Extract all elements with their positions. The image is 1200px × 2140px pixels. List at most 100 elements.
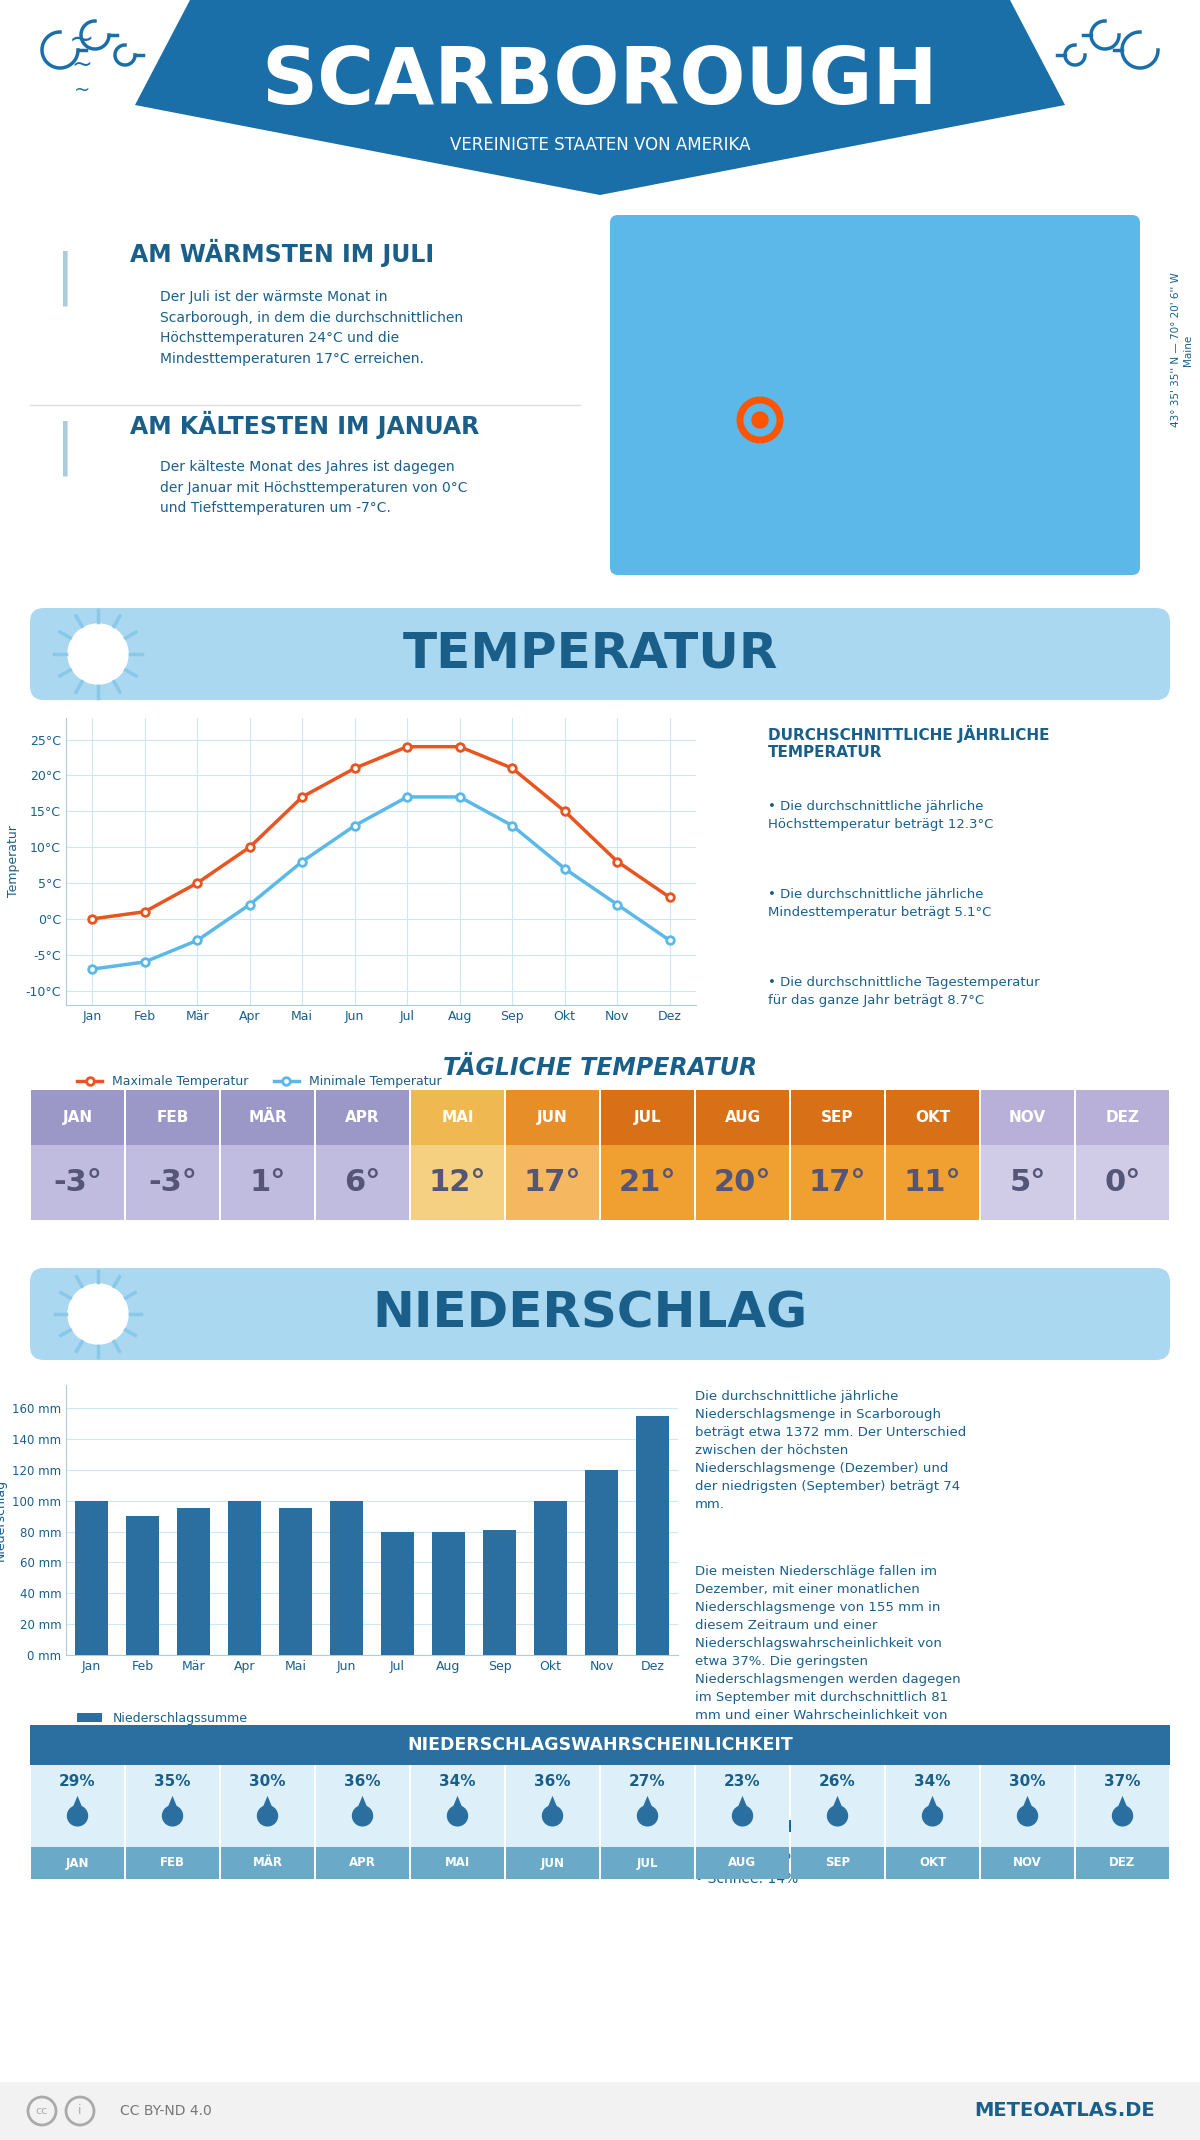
- Circle shape: [68, 625, 128, 685]
- Text: Der kälteste Monat des Jahres ist dagegen
der Januar mit Höchsttemperaturen von : Der kälteste Monat des Jahres ist dagege…: [160, 460, 468, 516]
- Text: OKT: OKT: [919, 1858, 946, 1870]
- Text: APR: APR: [349, 1858, 376, 1870]
- Bar: [506, 1089, 599, 1145]
- Bar: [221, 1145, 314, 1220]
- Circle shape: [68, 1284, 128, 1344]
- Bar: [228, 1500, 262, 1654]
- Text: OKT: OKT: [914, 1111, 950, 1126]
- Text: DEZ: DEZ: [1105, 1111, 1140, 1126]
- Text: 34%: 34%: [914, 1774, 950, 1789]
- Bar: [506, 1847, 599, 1879]
- Text: NIEDERSCHLAG NACH TYP: NIEDERSCHLAG NACH TYP: [695, 1819, 919, 1834]
- Circle shape: [67, 1806, 88, 1825]
- Text: -3°: -3°: [53, 1168, 102, 1196]
- Bar: [696, 1145, 790, 1220]
- Circle shape: [353, 1806, 372, 1825]
- Circle shape: [752, 413, 768, 428]
- Bar: [982, 1847, 1074, 1879]
- Legend: Maximale Temperatur, Minimale Temperatur: Maximale Temperatur, Minimale Temperatur: [72, 1070, 446, 1094]
- Bar: [0, 199, 1200, 599]
- Text: 5°: 5°: [1009, 1168, 1045, 1196]
- Bar: [410, 1145, 504, 1220]
- Text: 29%: 29%: [59, 1774, 96, 1789]
- Text: 37%: 37%: [1104, 1774, 1141, 1789]
- Bar: [886, 1766, 979, 1847]
- Bar: [316, 1145, 409, 1220]
- Polygon shape: [450, 1795, 464, 1813]
- Text: JUL: JUL: [634, 1111, 661, 1126]
- Bar: [74, 1500, 108, 1654]
- Bar: [221, 1766, 314, 1847]
- Text: AM WÄRMSTEN IM JULI: AM WÄRMSTEN IM JULI: [130, 240, 434, 268]
- Circle shape: [732, 1806, 752, 1825]
- Text: JAN: JAN: [62, 1111, 92, 1126]
- Circle shape: [448, 1806, 468, 1825]
- Bar: [221, 1089, 314, 1145]
- Text: 17°: 17°: [809, 1168, 866, 1196]
- Text: Der Juli ist der wärmste Monat in
Scarborough, in dem die durchschnittlichen
Höc: Der Juli ist der wärmste Monat in Scarbo…: [160, 291, 463, 366]
- Text: 43° 35' 35'' N — 70° 20' 6'' W
Maine: 43° 35' 35'' N — 70° 20' 6'' W Maine: [1171, 272, 1193, 428]
- Bar: [410, 1847, 504, 1879]
- Text: 1°: 1°: [250, 1168, 286, 1196]
- Bar: [126, 1145, 220, 1220]
- Text: 21°: 21°: [619, 1168, 677, 1196]
- Text: 12°: 12°: [428, 1168, 486, 1196]
- Text: DURCHSCHNITTLICHE JÄHRLICHE
TEMPERATUR: DURCHSCHNITTLICHE JÄHRLICHE TEMPERATUR: [768, 725, 1050, 760]
- Bar: [410, 1766, 504, 1847]
- Text: MÄR: MÄR: [248, 1111, 287, 1126]
- Text: • Die durchschnittliche jährliche
Mindesttemperatur beträgt 5.1°C: • Die durchschnittliche jährliche Mindes…: [768, 888, 991, 918]
- FancyBboxPatch shape: [610, 214, 1140, 576]
- Text: FEB: FEB: [160, 1858, 185, 1870]
- Text: METEOATLAS.DE: METEOATLAS.DE: [974, 2101, 1154, 2121]
- Bar: [316, 1847, 409, 1879]
- Bar: [601, 1145, 694, 1220]
- Bar: [791, 1089, 884, 1145]
- Bar: [126, 1089, 220, 1145]
- Bar: [278, 1509, 312, 1654]
- Text: ~: ~: [74, 81, 90, 98]
- Text: VEREINIGTE STAATEN VON AMERIKA: VEREINIGTE STAATEN VON AMERIKA: [450, 137, 750, 154]
- Bar: [330, 1500, 364, 1654]
- Polygon shape: [71, 1795, 84, 1813]
- Bar: [31, 1847, 124, 1879]
- Polygon shape: [166, 1795, 180, 1813]
- Polygon shape: [1116, 1795, 1129, 1813]
- Polygon shape: [641, 1795, 654, 1813]
- Text: SCARBOROUGH: SCARBOROUGH: [262, 45, 938, 120]
- Text: MAI: MAI: [445, 1858, 470, 1870]
- Legend: Niederschlagssumme: Niederschlagssumme: [72, 1708, 252, 1729]
- Text: AM KÄLTESTEN IM JANUAR: AM KÄLTESTEN IM JANUAR: [130, 411, 479, 439]
- Text: -3°: -3°: [148, 1168, 197, 1196]
- Text: 36%: 36%: [534, 1774, 571, 1789]
- Text: SEP: SEP: [821, 1111, 853, 1126]
- Bar: [221, 1847, 314, 1879]
- FancyBboxPatch shape: [30, 608, 1170, 700]
- Text: JUN: JUN: [538, 1111, 568, 1126]
- Text: 30%: 30%: [250, 1774, 286, 1789]
- Y-axis label: Niederschlag: Niederschlag: [0, 1479, 6, 1560]
- Bar: [982, 1145, 1074, 1220]
- Text: 34%: 34%: [439, 1774, 475, 1789]
- Bar: [1076, 1145, 1169, 1220]
- Bar: [696, 1089, 790, 1145]
- Bar: [791, 1766, 884, 1847]
- Polygon shape: [1020, 1795, 1034, 1813]
- Text: TEMPERATUR: TEMPERATUR: [402, 629, 778, 678]
- Bar: [601, 1847, 694, 1879]
- Text: JUN: JUN: [540, 1858, 564, 1870]
- Bar: [601, 1089, 694, 1145]
- Polygon shape: [260, 1795, 275, 1813]
- Text: ~: ~: [70, 26, 95, 54]
- Text: TÄGLICHE TEMPERATUR: TÄGLICHE TEMPERATUR: [443, 1055, 757, 1081]
- Bar: [982, 1766, 1074, 1847]
- Bar: [0, 2082, 1200, 2140]
- Bar: [886, 1847, 979, 1879]
- Polygon shape: [134, 0, 1066, 195]
- Text: MAI: MAI: [442, 1111, 474, 1126]
- Polygon shape: [546, 1795, 559, 1813]
- Text: AUG: AUG: [728, 1858, 756, 1870]
- Bar: [126, 1515, 160, 1654]
- Text: Die durchschnittliche jährliche
Niederschlagsmenge in Scarborough
beträgt etwa 1: Die durchschnittliche jährliche Niedersc…: [695, 1391, 966, 1511]
- Text: 20°: 20°: [714, 1168, 772, 1196]
- FancyBboxPatch shape: [30, 1269, 1170, 1361]
